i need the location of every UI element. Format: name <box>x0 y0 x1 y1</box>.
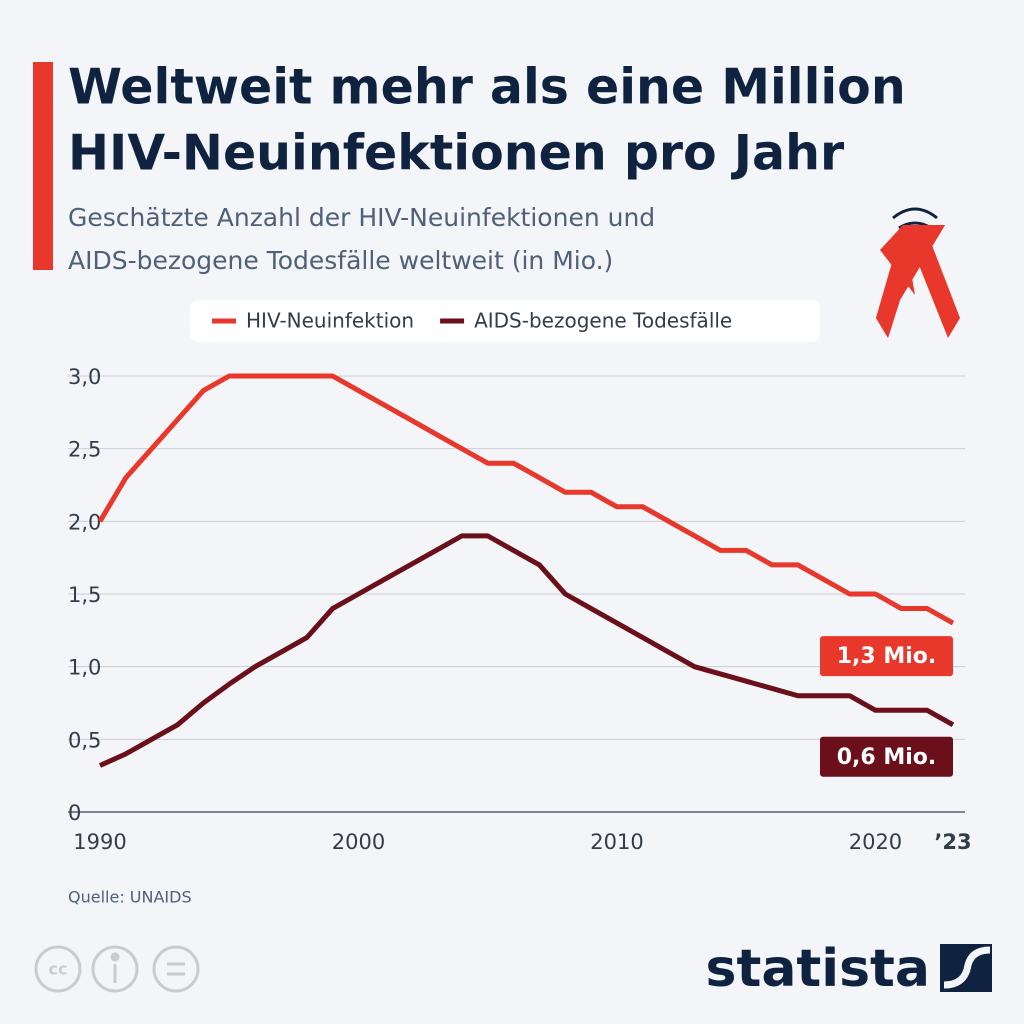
y-tick-label: 0 <box>68 801 81 825</box>
accent-bar <box>33 62 53 270</box>
y-tick-label: 1,0 <box>68 656 101 680</box>
ribbon-icon <box>876 207 960 338</box>
x-tick-label: ’23 <box>934 830 971 854</box>
chart-subtitle: Geschätzte Anzahl der HIV-Neuinfektionen… <box>68 203 655 232</box>
x-tick-label: 2000 <box>332 830 385 854</box>
legend-box <box>190 300 820 342</box>
x-tick-label: 2020 <box>849 830 902 854</box>
brand: statista <box>706 939 930 999</box>
x-tick-label: 1990 <box>73 830 126 854</box>
series-line <box>97 373 955 626</box>
chart-subtitle: AIDS-bezogene Todesfälle weltweit (in Mi… <box>68 246 613 275</box>
legend-label: HIV-Neuinfektion <box>246 309 414 333</box>
end-label: 0,6 Mio. <box>837 745 937 770</box>
x-tick-label: 2010 <box>590 830 643 854</box>
y-tick-label: 3,0 <box>68 365 101 389</box>
chart-title: Weltweit mehr als eine Million <box>68 59 906 116</box>
license-text: cc <box>49 960 68 979</box>
legend-label: AIDS-bezogene Todesfälle <box>474 309 732 333</box>
end-label-box <box>820 636 953 677</box>
series-line <box>98 533 955 768</box>
end-label: 1,3 Mio. <box>837 644 937 669</box>
license-icons <box>34 945 200 993</box>
y-tick-label: 2,0 <box>68 510 101 534</box>
y-tick-label: 1,5 <box>68 583 101 607</box>
y-tick-label: 2,5 <box>68 438 101 462</box>
brand-icon <box>940 944 992 992</box>
y-tick-label: 0,5 <box>68 728 101 752</box>
source: Quelle: UNAIDS <box>68 888 192 907</box>
end-label-box <box>820 736 953 777</box>
chart-title: HIV-Neuinfektionen pro Jahr <box>68 125 845 182</box>
